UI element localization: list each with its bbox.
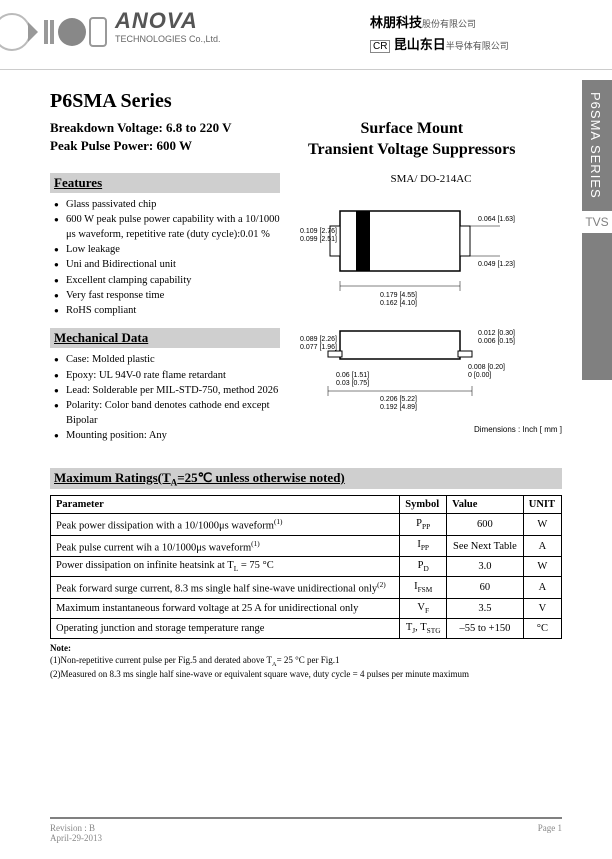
- feature-item: Very fast response time: [54, 288, 280, 303]
- series-title: P6SMA Series: [50, 90, 562, 113]
- ratings-heading: Maximum Ratings(TA=25℃ unless otherwise …: [50, 468, 562, 490]
- spec-breakdown: Breakdown Voltage: 6.8 to 220 V: [50, 119, 232, 137]
- feature-item: Uni and Bidirectional unit: [54, 257, 280, 272]
- features-heading: Features: [50, 173, 280, 193]
- anova-subtitle: TECHNOLOGIES Co.,Ltd.: [115, 34, 221, 44]
- feature-item: Low leakage: [54, 242, 280, 257]
- datasheet-page: ANOVA TECHNOLOGIES Co.,Ltd. 林朋科技股份有限公司 C…: [0, 0, 612, 859]
- revision: Revision : B: [50, 823, 102, 833]
- mech-item: Epoxy: UL 94V-0 rate flame retardant: [54, 368, 280, 383]
- mech-item: Lead: Solderable per MIL-STD-750, method…: [54, 383, 280, 398]
- decor-shapes-icon: [0, 10, 110, 60]
- date: April-29-2013: [50, 833, 102, 843]
- feature-item: Excellent clamping capability: [54, 273, 280, 288]
- table-row: Peak forward surge current, 8.3 ms singl…: [51, 577, 562, 599]
- right-column: SMA/ DO-214AC 0.064 [1.63] 0.049 [1.23]: [300, 173, 562, 454]
- mechanical-heading: Mechanical Data: [50, 328, 280, 348]
- svg-text:0.06 [1.51]: 0.06 [1.51]: [336, 372, 369, 379]
- header-decor-icons: [0, 10, 110, 60]
- table-row: Peak pulse current wih a 10/1000μs wavef…: [51, 535, 562, 557]
- table-header-row: Parameter Symbol Value UNIT: [51, 496, 562, 514]
- anova-logo-block: ANOVA TECHNOLOGIES Co.,Ltd.: [115, 8, 221, 44]
- svg-text:0.008 [0.20]: 0.008 [0.20]: [468, 364, 505, 371]
- spec-block: Breakdown Voltage: 6.8 to 220 V Peak Pul…: [50, 119, 232, 155]
- feature-item: Glass passivated chip: [54, 197, 280, 212]
- svg-text:0.206 [5.22]: 0.206 [5.22]: [380, 396, 417, 403]
- col-symbol: Symbol: [400, 496, 447, 514]
- package-label: SMA/ DO-214AC: [300, 173, 562, 185]
- footer-left: Revision : B April-29-2013: [50, 823, 102, 843]
- side-tab-series: P6SMA SERIES: [582, 80, 609, 211]
- package-diagram: 0.064 [1.63] 0.049 [1.23] 0.109 [2.76] 0…: [300, 191, 562, 434]
- page-footer: Revision : B April-29-2013 Page 1: [50, 817, 562, 843]
- svg-text:0.099 [2.51]: 0.099 [2.51]: [300, 236, 337, 243]
- svg-text:0.192 [4.89]: 0.192 [4.89]: [380, 404, 417, 411]
- table-row: Peak power dissipation with a 10/1000μs …: [51, 514, 562, 536]
- cjk-line-2: CR 昆山东日半导体有限公司: [370, 34, 509, 56]
- package-outline-icon: 0.064 [1.63] 0.049 [1.23] 0.109 [2.76] 0…: [300, 191, 545, 421]
- two-column-section: Features Glass passivated chip 600 W pea…: [50, 173, 562, 454]
- mech-item: Polarity: Color band denotes cathode end…: [54, 398, 280, 428]
- page-header: ANOVA TECHNOLOGIES Co.,Ltd. 林朋科技股份有限公司 C…: [0, 0, 612, 70]
- dimensions-note: Dimensions : Inch [ mm ]: [300, 425, 562, 434]
- mech-item: Mounting position: Any: [54, 428, 280, 443]
- feature-item: 600 W peak pulse power capability with a…: [54, 212, 280, 242]
- table-row: Operating junction and storage temperatu…: [51, 618, 562, 638]
- note-1: (1)Non-repetitive current pulse per Fig.…: [50, 655, 562, 669]
- ratings-table: Parameter Symbol Value UNIT Peak power d…: [50, 495, 562, 639]
- left-column: Features Glass passivated chip 600 W pea…: [50, 173, 280, 454]
- col-value: Value: [447, 496, 524, 514]
- side-tab: P6SMA SERIES TVS: [582, 80, 612, 380]
- col-unit: UNIT: [523, 496, 561, 514]
- svg-text:0.179 [4.55]: 0.179 [4.55]: [380, 292, 417, 299]
- main-content: P6SMA Series Breakdown Voltage: 6.8 to 2…: [0, 70, 612, 680]
- features-list: Glass passivated chip 600 W peak pulse p…: [50, 197, 280, 319]
- table-row: Power dissipation on infinite heatsink a…: [51, 557, 562, 577]
- spec-power: Peak Pulse Power: 600 W: [50, 137, 232, 155]
- col-parameter: Parameter: [51, 496, 400, 514]
- product-heading: Surface Mount Transient Voltage Suppress…: [262, 119, 562, 161]
- side-tab-category: TVS: [582, 211, 612, 233]
- cjk-company-block: 林朋科技股份有限公司 CR 昆山东日半导体有限公司: [370, 12, 509, 56]
- svg-text:0.03 [0.75]: 0.03 [0.75]: [336, 380, 369, 387]
- svg-text:0.109 [2.76]: 0.109 [2.76]: [300, 228, 337, 235]
- svg-text:0.012 [0.30]: 0.012 [0.30]: [478, 330, 515, 337]
- page-number: Page 1: [538, 823, 562, 843]
- note-2: (2)Measured on 8.3 ms single half sine-w…: [50, 669, 562, 681]
- notes-block: Note: (1)Non-repetitive current pulse pe…: [50, 643, 562, 680]
- svg-text:0.006 [0.15]: 0.006 [0.15]: [478, 338, 515, 345]
- mech-item: Case: Molded plastic: [54, 352, 280, 367]
- svg-text:0 [0.00]: 0 [0.00]: [468, 372, 491, 379]
- table-row: Maximum instantaneous forward voltage at…: [51, 598, 562, 618]
- subtitle-row: Breakdown Voltage: 6.8 to 220 V Peak Pul…: [50, 119, 562, 161]
- cjk-line-1: 林朋科技股份有限公司: [370, 12, 509, 34]
- svg-text:0.162 [4.10]: 0.162 [4.10]: [380, 300, 417, 307]
- svg-text:0.064 [1.63]: 0.064 [1.63]: [478, 216, 515, 223]
- anova-title: ANOVA: [115, 8, 221, 34]
- svg-text:0.077 [1.96]: 0.077 [1.96]: [300, 344, 337, 351]
- svg-text:0.089 [2.26]: 0.089 [2.26]: [300, 336, 337, 343]
- svg-text:0.049 [1.23]: 0.049 [1.23]: [478, 261, 515, 268]
- mechanical-list: Case: Molded plastic Epoxy: UL 94V-0 rat…: [50, 352, 280, 443]
- feature-item: RoHS compliant: [54, 303, 280, 318]
- notes-heading: Note:: [50, 643, 562, 655]
